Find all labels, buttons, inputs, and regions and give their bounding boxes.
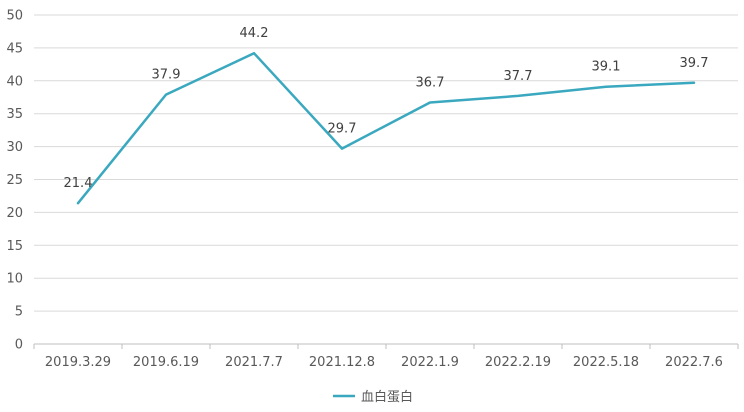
data-label: 36.7 (416, 76, 445, 91)
x-tick-label: 2022.1.9 (401, 355, 459, 370)
y-tick-label: 45 (6, 41, 23, 56)
x-tick-label: 2022.2.19 (485, 355, 551, 370)
series-line (76, 51, 696, 205)
legend: 血白蛋白 (333, 389, 413, 405)
x-tick-label: 2019.6.19 (133, 355, 199, 370)
y-tick-label: 10 (6, 272, 23, 287)
x-tick-label: 2022.7.6 (665, 355, 723, 370)
gridlines (34, 14, 738, 312)
data-label: 21.4 (64, 176, 93, 191)
x-tick-label: 2022.5.18 (573, 355, 639, 370)
legend-label: 血白蛋白 (361, 389, 413, 405)
x-tick-label: 2019.3.29 (45, 355, 111, 370)
data-label: 39.1 (592, 60, 621, 75)
x-tick-label: 2021.12.8 (309, 355, 375, 370)
y-tick-label: 0 (15, 338, 23, 353)
y-tick-label: 40 (6, 74, 23, 89)
axes: 0 5 10 15 20 25 30 35 40 45 50 2019.3.29 2019.6.19 20… (6, 9, 739, 370)
y-tick-label: 35 (6, 107, 23, 122)
data-label: 29.7 (328, 122, 357, 137)
y-tick-label: 20 (6, 206, 23, 221)
y-tick-label: 15 (6, 239, 23, 254)
y-tick-label: 50 (6, 9, 23, 24)
series-layer (76, 51, 696, 205)
y-tick-label: 5 (15, 305, 23, 320)
x-tick-label: 2021.7.7 (225, 355, 283, 370)
data-labels: 21.4 37.9 44.2 29.7 36.7 37.7 39.1 39.7 (64, 26, 709, 191)
y-tick-label: 30 (6, 140, 23, 155)
data-label: 37.9 (152, 68, 181, 83)
y-tick-label: 25 (6, 173, 23, 188)
data-label: 37.7 (504, 69, 533, 84)
data-label: 44.2 (240, 26, 269, 41)
data-label: 39.7 (680, 56, 709, 71)
